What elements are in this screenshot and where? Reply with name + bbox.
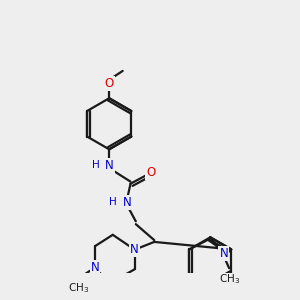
Text: N: N	[130, 243, 139, 256]
Text: H: H	[92, 160, 99, 170]
Text: CH$_3$: CH$_3$	[68, 281, 89, 295]
Text: N: N	[105, 159, 114, 172]
Text: O: O	[105, 77, 114, 90]
Text: H: H	[109, 197, 117, 207]
Text: N: N	[91, 261, 99, 274]
Text: N: N	[219, 247, 228, 260]
Text: O: O	[146, 166, 156, 179]
Text: CH$_3$: CH$_3$	[219, 272, 240, 286]
Text: N: N	[123, 196, 131, 209]
